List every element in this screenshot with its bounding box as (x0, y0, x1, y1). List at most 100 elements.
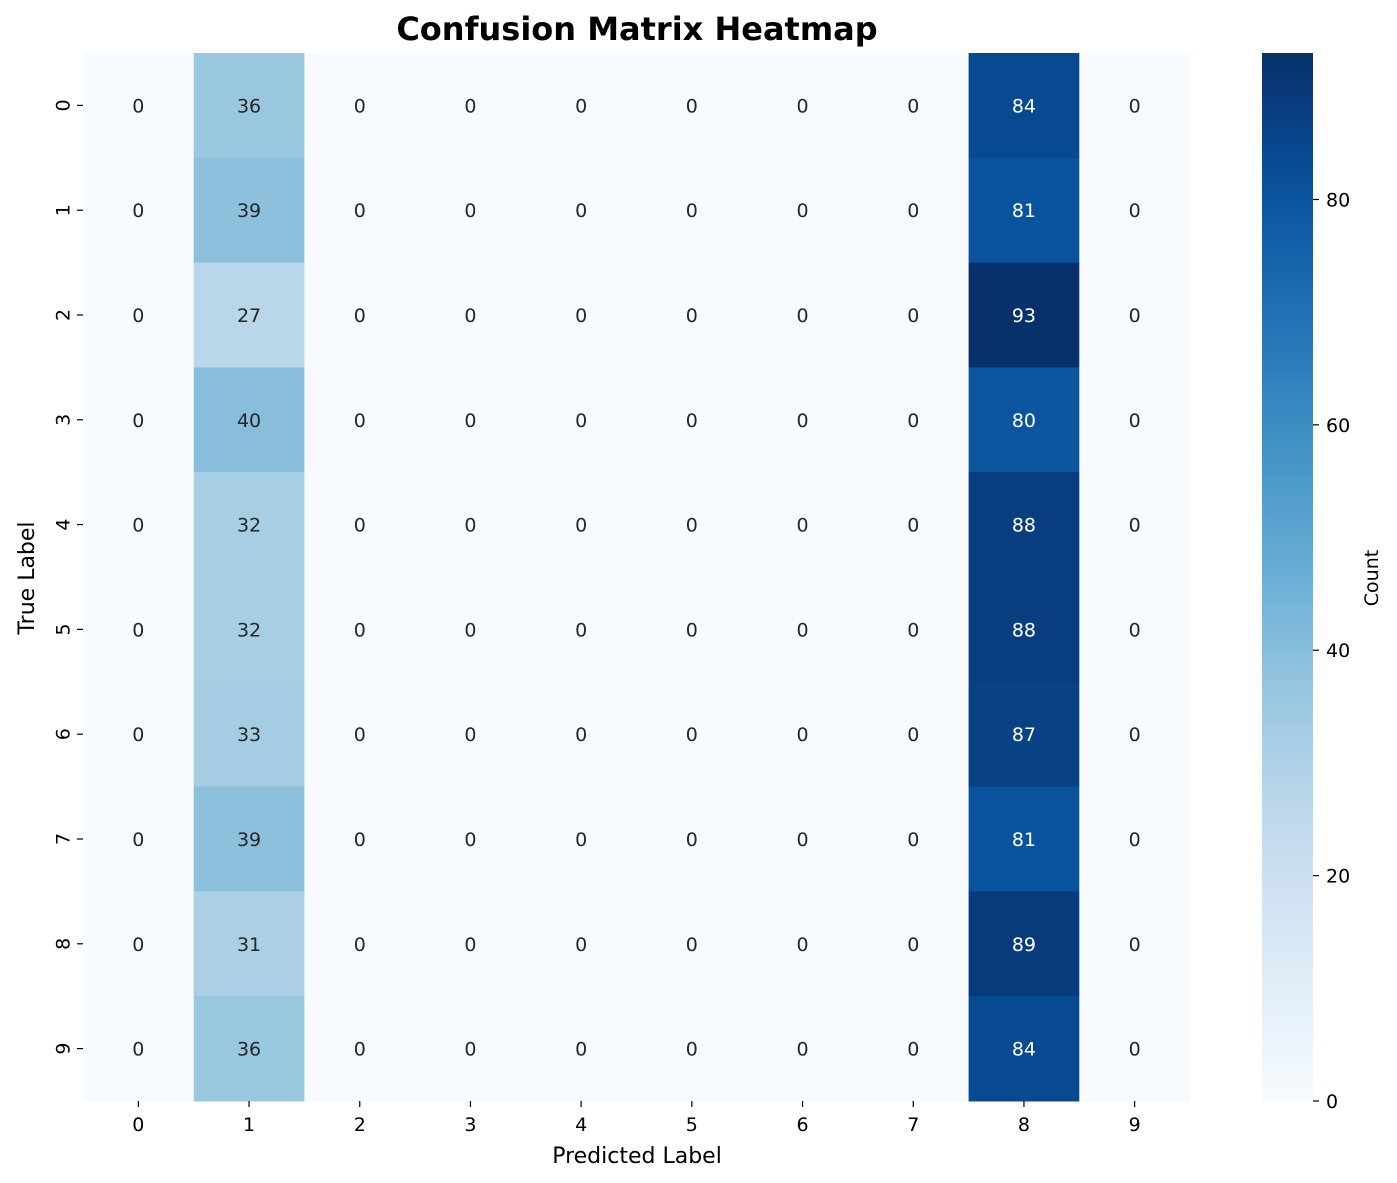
heatmap-cell (1079, 157, 1191, 264)
cell-value-label: 0 (907, 724, 919, 746)
cell-value-label: 36 (237, 95, 261, 117)
heatmap-cell (1079, 996, 1191, 1102)
heatmap-cell (968, 472, 1080, 578)
cell-value-label: 0 (1129, 619, 1141, 641)
heatmap-cell (747, 53, 859, 159)
cell-value-label: 0 (464, 305, 476, 327)
y-tick-label: 5 (53, 623, 75, 635)
cell-value-label: 0 (354, 305, 366, 327)
cell-value-label: 0 (464, 95, 476, 117)
cell-value-label: 0 (464, 515, 476, 537)
heatmap-cell (1079, 681, 1191, 788)
colorbar-label: Count (1361, 550, 1383, 606)
cell-value-label: 39 (237, 200, 261, 222)
x-tick-label: 4 (575, 1114, 587, 1136)
heatmap-cell (747, 157, 859, 264)
x-tick-label: 6 (797, 1114, 809, 1136)
heatmap-cell (304, 681, 416, 788)
heatmap-cell (857, 681, 970, 788)
heatmap-cell (857, 367, 970, 473)
cell-value-label: 0 (132, 515, 144, 537)
cell-value-label: 0 (686, 305, 698, 327)
heatmap-cell (857, 577, 970, 683)
heatmap-cell (525, 996, 637, 1102)
cell-value-label: 27 (237, 305, 261, 327)
cell-value-label: 0 (132, 305, 144, 327)
heatmap-cell (525, 681, 637, 788)
heatmap-cell (747, 367, 859, 473)
heatmap-cell (636, 577, 748, 683)
heatmap-cell (83, 786, 195, 892)
cell-value-label: 0 (575, 305, 587, 327)
cell-value-label: 0 (464, 410, 476, 432)
y-tick-label: 4 (53, 519, 75, 531)
heatmap-cell (304, 996, 416, 1102)
heatmap-cell (1079, 472, 1191, 578)
heatmap-cell (968, 891, 1080, 997)
heatmap-cell (193, 996, 305, 1102)
heatmap-cell (968, 786, 1080, 892)
heatmap-cell (304, 262, 416, 368)
cell-value-label: 0 (686, 934, 698, 956)
heatmap-cell (747, 786, 859, 892)
heatmap-cell (857, 262, 970, 368)
cell-value-label: 0 (797, 200, 809, 222)
x-axis-label: Predicted Label (552, 1144, 722, 1169)
heatmap-cell (747, 262, 859, 368)
heatmap-cell (525, 157, 637, 264)
colorbar-tick-label: 20 (1326, 866, 1350, 888)
heatmap-cell (747, 996, 859, 1102)
heatmap-cell (636, 367, 748, 473)
cell-value-label: 36 (237, 1039, 261, 1061)
heatmap-cell (193, 786, 305, 892)
heatmap-cell (968, 996, 1080, 1102)
cell-value-label: 0 (907, 305, 919, 327)
heatmap-cell (636, 786, 748, 892)
cell-value-label: 0 (797, 724, 809, 746)
colorbar-tick-label: 60 (1326, 415, 1350, 437)
heatmap-cell (83, 262, 195, 368)
chart-title: Confusion Matrix Heatmap (396, 10, 877, 48)
heatmap-cell (83, 996, 195, 1102)
heatmap-cell (968, 367, 1080, 473)
cell-value-label: 0 (797, 410, 809, 432)
cell-value-label: 0 (797, 1039, 809, 1061)
heatmap-cell (857, 786, 970, 892)
heatmap-cell (415, 577, 527, 683)
heatmap-cell (968, 157, 1080, 264)
cell-value-label: 0 (354, 619, 366, 641)
heatmap-cell (415, 891, 527, 997)
heatmap-cell (747, 472, 859, 578)
cell-value-label: 84 (1012, 95, 1036, 117)
heatmap-cell (1079, 786, 1191, 892)
cell-value-label: 0 (132, 410, 144, 432)
x-tick-label: 5 (686, 1114, 698, 1136)
heatmap-cell (304, 157, 416, 264)
heatmap-cell (415, 262, 527, 368)
cell-value-label: 0 (1129, 829, 1141, 851)
cell-value-label: 87 (1012, 724, 1036, 746)
cell-value-label: 0 (1129, 1039, 1141, 1061)
cell-value-label: 0 (575, 619, 587, 641)
cell-value-label: 0 (686, 200, 698, 222)
colorbar: Count 0 20 40 60 80 (1262, 53, 1383, 1113)
cell-value-label: 0 (1129, 724, 1141, 746)
heatmap-cell (415, 367, 527, 473)
cell-value-label: 0 (907, 200, 919, 222)
heatmap-cell (415, 157, 527, 264)
cell-value-label: 0 (575, 410, 587, 432)
cell-value-label: 0 (354, 724, 366, 746)
heatmap-cell (415, 996, 527, 1102)
heatmap-cell (83, 577, 195, 683)
cell-value-label: 0 (354, 934, 366, 956)
heatmap-cell (747, 891, 859, 997)
heatmap-cell (747, 681, 859, 788)
heatmap-cell (193, 472, 305, 578)
cell-value-label: 0 (907, 515, 919, 537)
heatmap-cell (415, 472, 527, 578)
heatmap-cell (857, 157, 970, 264)
heatmap-cell (193, 262, 305, 368)
cell-value-label: 84 (1012, 1039, 1036, 1061)
heatmap-cell (525, 891, 637, 997)
cell-value-label: 88 (1012, 515, 1036, 537)
